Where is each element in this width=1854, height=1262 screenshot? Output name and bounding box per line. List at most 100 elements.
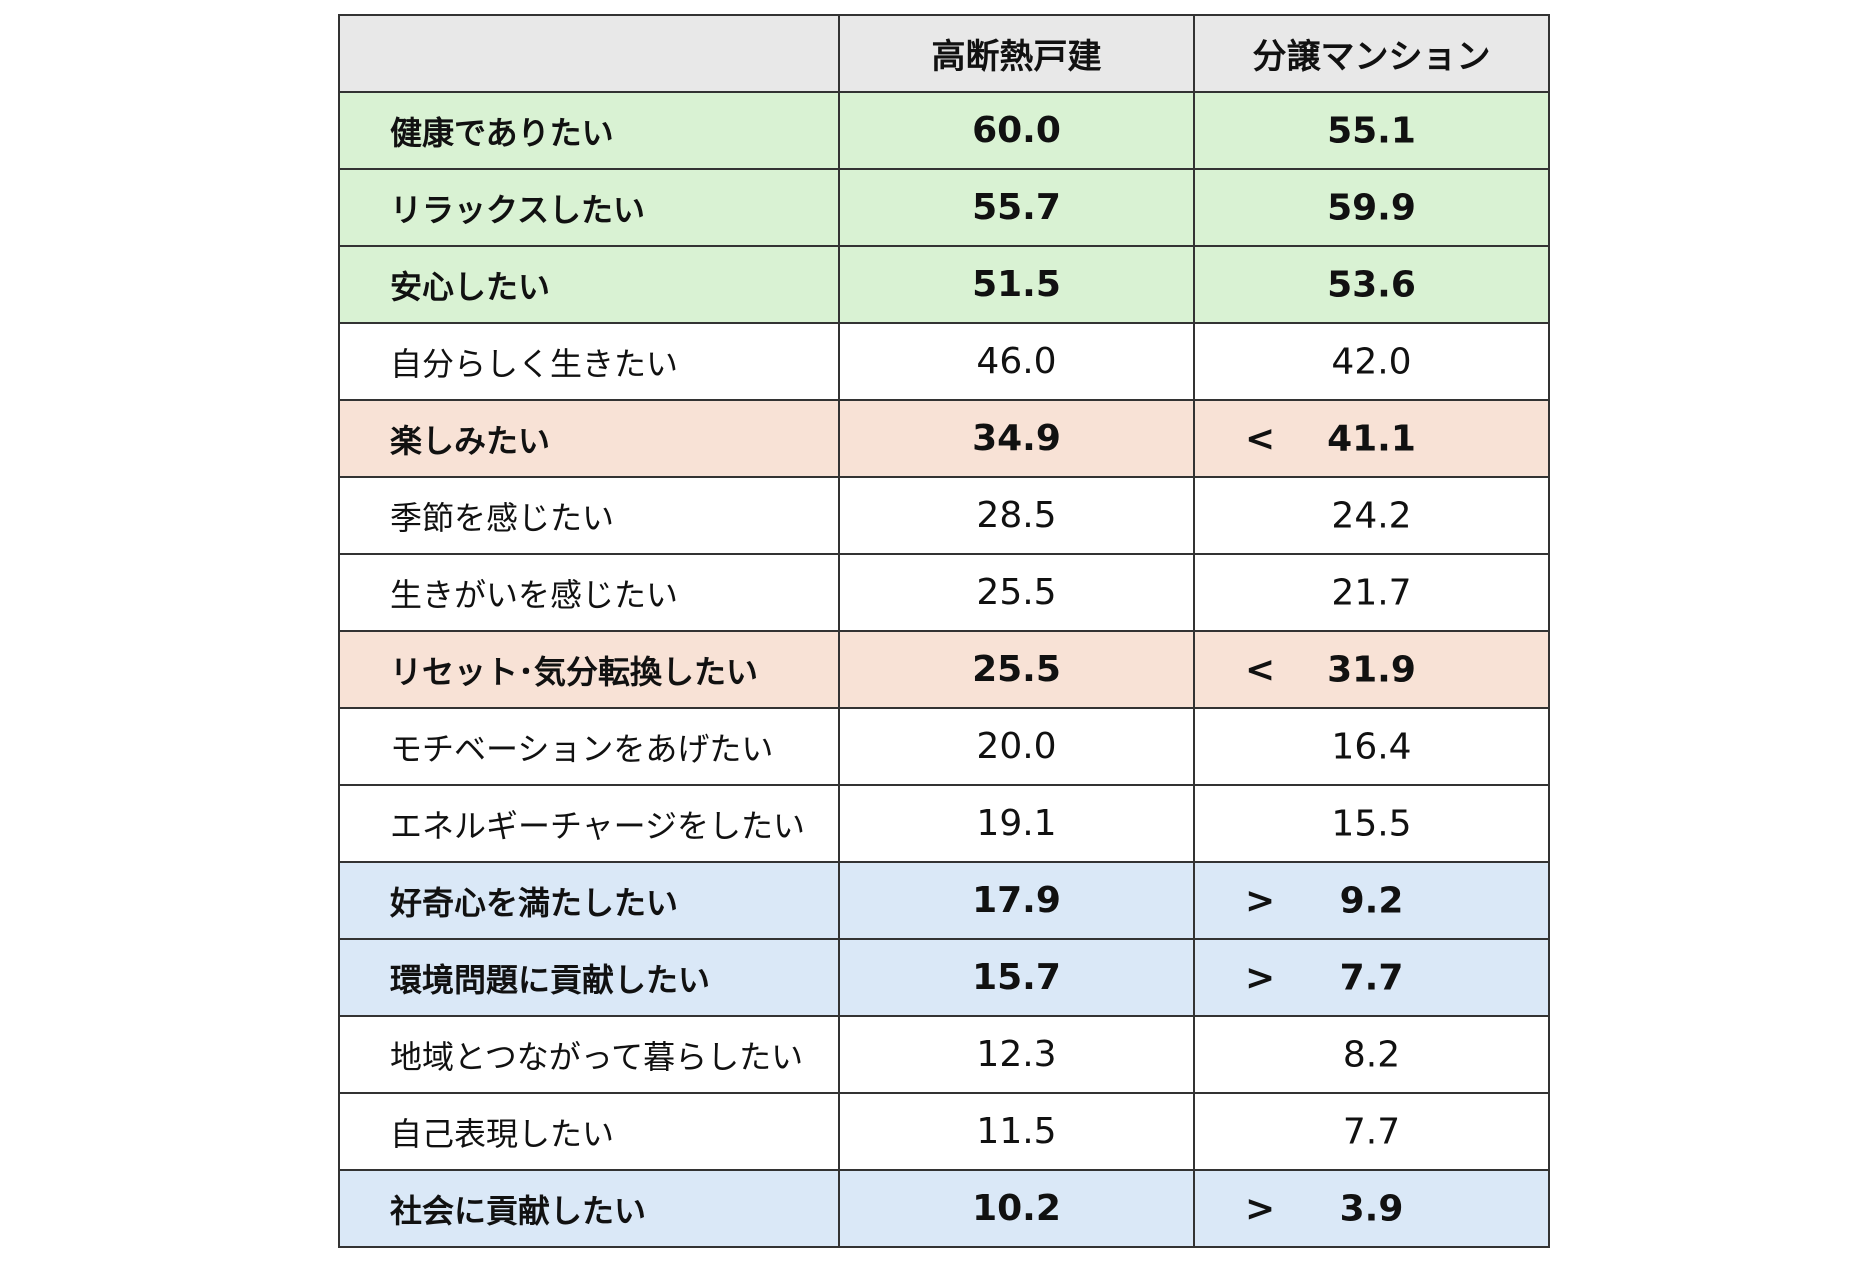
value-condominium-cell: 15.5: [1193, 784, 1550, 863]
table-row: リセット･気分転換したい 25.5 <31.9: [338, 630, 1550, 709]
value-condominium: 53.6: [1327, 264, 1416, 305]
value-condominium: 7.7: [1339, 957, 1404, 998]
value-condominium-wrapper: 16.4: [1195, 709, 1548, 784]
table-row: 自己表現したい 11.5 7.7: [338, 1092, 1550, 1171]
value-condominium: 21.7: [1331, 572, 1412, 613]
row-label: 生きがいを感じたい: [338, 553, 840, 632]
row-label: 環境問題に貢献したい: [338, 938, 840, 1017]
value-condominium-cell: <31.9: [1193, 630, 1550, 709]
value-condominium: 9.2: [1339, 880, 1404, 921]
value-condominium-wrapper: 24.2: [1195, 478, 1548, 553]
value-condominium-cell: 8.2: [1193, 1015, 1550, 1094]
table-row: リラックスしたい 55.7 59.9: [338, 168, 1550, 247]
value-condominium-wrapper: 42.0: [1195, 324, 1548, 399]
value-high-insulation-house: 12.3: [838, 1015, 1195, 1094]
value-condominium-cell: >9.2: [1193, 861, 1550, 940]
table-row: 好奇心を満たしたい 17.9 >9.2: [338, 861, 1550, 940]
value-high-insulation-house: 55.7: [838, 168, 1195, 247]
table-row: 生きがいを感じたい 25.5 21.7: [338, 553, 1550, 632]
table-body: 健康でありたい 60.0 55.1 リラックスしたい 55.7 59.9 安心したい 51.5…: [338, 91, 1550, 1248]
row-label: リセット･気分転換したい: [338, 630, 840, 709]
value-condominium-cell: <41.1: [1193, 399, 1550, 478]
value-condominium-cell: >7.7: [1193, 938, 1550, 1017]
row-label: 楽しみたい: [338, 399, 840, 478]
value-condominium: 3.9: [1339, 1188, 1404, 1229]
value-high-insulation-house: 10.2: [838, 1169, 1195, 1248]
value-high-insulation-house: 34.9: [838, 399, 1195, 478]
row-label: モチベーションをあげたい: [338, 707, 840, 786]
value-high-insulation-house: 11.5: [838, 1092, 1195, 1171]
table-row: 季節を感じたい 28.5 24.2: [338, 476, 1550, 555]
value-condominium-wrapper: 15.5: [1195, 786, 1548, 861]
value-condominium-wrapper: <31.9: [1195, 632, 1548, 707]
value-condominium: 41.1: [1327, 418, 1416, 459]
row-label: 自己表現したい: [338, 1092, 840, 1171]
value-condominium: 15.5: [1331, 803, 1412, 844]
row-label: 季節を感じたい: [338, 476, 840, 555]
value-high-insulation-house: 28.5: [838, 476, 1195, 555]
comparison-table: 高断熱戸建 分譲マンション 健康でありたい 60.0 55.1 リラックスしたい 55.…: [338, 14, 1550, 1248]
header-high-insulation-house: 高断熱戸建: [838, 14, 1195, 93]
value-condominium-cell: 59.9: [1193, 168, 1550, 247]
value-high-insulation-house: 25.5: [838, 553, 1195, 632]
value-condominium: 24.2: [1331, 495, 1412, 536]
value-high-insulation-house: 19.1: [838, 784, 1195, 863]
comparison-mark: >: [1245, 957, 1276, 998]
row-label: 自分らしく生きたい: [338, 322, 840, 401]
comparison-mark: <: [1245, 649, 1276, 690]
value-condominium-cell: 42.0: [1193, 322, 1550, 401]
row-label: エネルギーチャージをしたい: [338, 784, 840, 863]
table-row: モチベーションをあげたい 20.0 16.4: [338, 707, 1550, 786]
value-condominium-cell: 21.7: [1193, 553, 1550, 632]
value-condominium: 16.4: [1331, 726, 1412, 767]
comparison-mark: >: [1245, 880, 1276, 921]
value-high-insulation-house: 60.0: [838, 91, 1195, 170]
table-row: 自分らしく生きたい 46.0 42.0: [338, 322, 1550, 401]
table-row: エネルギーチャージをしたい 19.1 15.5: [338, 784, 1550, 863]
table-row: 健康でありたい 60.0 55.1: [338, 91, 1550, 170]
value-high-insulation-house: 25.5: [838, 630, 1195, 709]
row-label: 健康でありたい: [338, 91, 840, 170]
value-condominium: 42.0: [1331, 341, 1412, 382]
value-condominium: 31.9: [1327, 649, 1416, 690]
header-row: 高断熱戸建 分譲マンション: [338, 14, 1550, 93]
value-condominium-wrapper: 7.7: [1195, 1094, 1548, 1169]
value-condominium-cell: 24.2: [1193, 476, 1550, 555]
value-condominium-wrapper: >9.2: [1195, 863, 1548, 938]
value-condominium-wrapper: 21.7: [1195, 555, 1548, 630]
value-condominium-wrapper: >3.9: [1195, 1171, 1548, 1246]
value-high-insulation-house: 20.0: [838, 707, 1195, 786]
table-row: 安心したい 51.5 53.6: [338, 245, 1550, 324]
table-row: 社会に貢献したい 10.2 >3.9: [338, 1169, 1550, 1248]
comparison-mark: >: [1245, 1188, 1276, 1229]
table-row: 楽しみたい 34.9 <41.1: [338, 399, 1550, 478]
value-condominium: 59.9: [1327, 187, 1416, 228]
table-row: 地域とつながって暮らしたい 12.3 8.2: [338, 1015, 1550, 1094]
value-high-insulation-house: 15.7: [838, 938, 1195, 1017]
value-condominium: 8.2: [1342, 1034, 1401, 1075]
value-high-insulation-house: 46.0: [838, 322, 1195, 401]
value-condominium-wrapper: 53.6: [1195, 247, 1548, 322]
value-condominium-wrapper: 59.9: [1195, 170, 1548, 245]
value-condominium-cell: 16.4: [1193, 707, 1550, 786]
header-label-column: [338, 14, 840, 93]
header-condominium: 分譲マンション: [1193, 14, 1550, 93]
value-condominium-wrapper: <41.1: [1195, 401, 1548, 476]
row-label: 地域とつながって暮らしたい: [338, 1015, 840, 1094]
value-condominium-cell: >3.9: [1193, 1169, 1550, 1248]
row-label: リラックスしたい: [338, 168, 840, 247]
value-condominium-cell: 55.1: [1193, 91, 1550, 170]
value-high-insulation-house: 17.9: [838, 861, 1195, 940]
value-condominium-wrapper: 8.2: [1195, 1017, 1548, 1092]
value-high-insulation-house: 51.5: [838, 245, 1195, 324]
row-label: 好奇心を満たしたい: [338, 861, 840, 940]
comparison-mark: <: [1245, 418, 1276, 459]
value-condominium-cell: 53.6: [1193, 245, 1550, 324]
row-label: 安心したい: [338, 245, 840, 324]
value-condominium: 55.1: [1327, 110, 1416, 151]
value-condominium-cell: 7.7: [1193, 1092, 1550, 1171]
value-condominium: 7.7: [1342, 1111, 1401, 1152]
row-label: 社会に貢献したい: [338, 1169, 840, 1248]
value-condominium-wrapper: 55.1: [1195, 93, 1548, 168]
value-condominium-wrapper: >7.7: [1195, 940, 1548, 1015]
